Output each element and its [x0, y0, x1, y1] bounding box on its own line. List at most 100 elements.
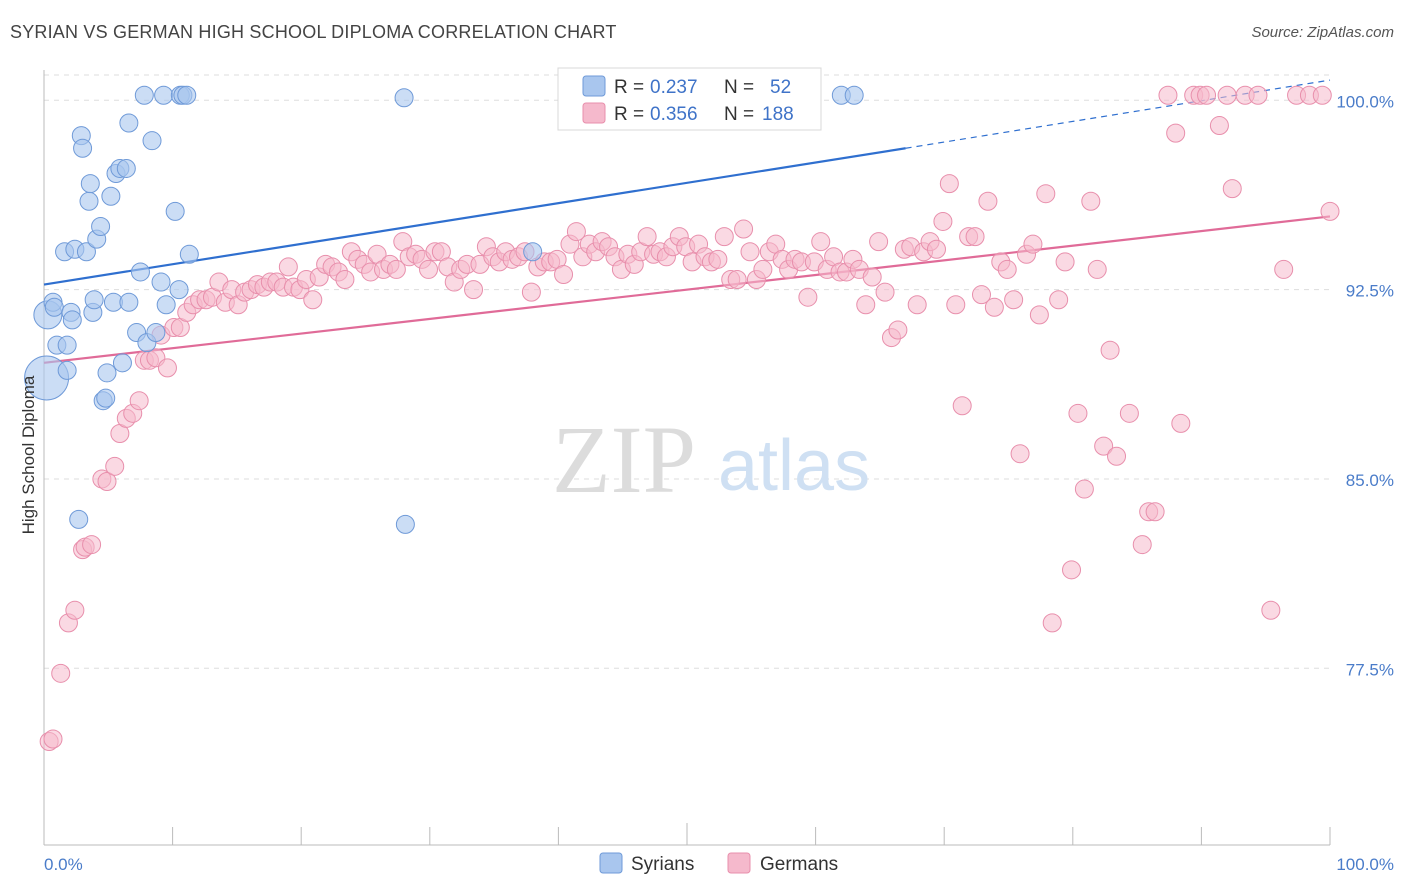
german-point-119 — [798, 287, 818, 307]
legend-german-r-label: R = — [614, 104, 644, 125]
german-point-160 — [1062, 560, 1082, 580]
german-point-148 — [984, 297, 1004, 317]
german-point-19 — [157, 358, 177, 378]
german-point-108 — [727, 270, 747, 290]
syrian-point-11 — [69, 509, 89, 529]
y-tick-label-2: 85.0% — [1346, 471, 1394, 490]
syrian-point-46 — [179, 244, 199, 264]
bottom-legend-swatch-syrians — [599, 852, 623, 874]
syrian-point-13 — [73, 138, 93, 158]
legend-syrian-r-label: R = — [614, 77, 644, 98]
german-point-14 — [129, 391, 149, 411]
german-point-81 — [554, 264, 574, 284]
x-tick-label-max: 100.0% — [1336, 855, 1394, 874]
bottom-legend-germans: Germans — [760, 854, 838, 875]
german-point-182 — [1248, 85, 1268, 105]
german-point-146 — [971, 285, 991, 305]
legend-syrian-n-value: 52 — [770, 77, 791, 98]
german-point-162 — [1074, 479, 1094, 499]
german-point-152 — [1010, 444, 1030, 464]
axes — [43, 70, 1331, 846]
german-point-9 — [97, 471, 117, 491]
german-point-131 — [875, 282, 895, 302]
syrian-trend-line-extension — [905, 79, 1331, 149]
german-point-140 — [933, 211, 953, 231]
syrian-point-45 — [177, 85, 197, 105]
german-point-150 — [997, 259, 1017, 279]
syrian-point-49 — [523, 242, 543, 262]
german-point-139 — [926, 239, 946, 259]
german-trend-line — [43, 215, 1331, 364]
german-point-172 — [1158, 85, 1178, 105]
german-point-128 — [856, 295, 876, 315]
german-point-109 — [734, 219, 754, 239]
german-point-158 — [1049, 290, 1069, 310]
german-point-76 — [521, 282, 541, 302]
legend-syrian-n-label: N = — [724, 77, 754, 98]
german-point-130 — [869, 232, 889, 252]
german-point-161 — [1068, 403, 1088, 423]
legend-swatch-syrian — [582, 75, 606, 97]
syrian-point-24 — [101, 186, 121, 206]
german-point-151 — [1004, 290, 1024, 310]
y-axis-label: High School Diploma — [19, 375, 38, 534]
syrian-point-28 — [112, 353, 132, 373]
legend-swatch-german — [582, 102, 606, 124]
legend-german-n-value: 188 — [762, 104, 794, 125]
german-point-143 — [952, 396, 972, 416]
german-point-163 — [1081, 191, 1101, 211]
correlation-legend: R = 0.237 N = 52 R = 0.356 N = 188 — [557, 67, 822, 131]
german-point-141 — [939, 174, 959, 194]
german-point-105 — [708, 249, 728, 269]
german-point-106 — [714, 227, 734, 247]
german-point-179 — [1217, 85, 1237, 105]
german-point-2 — [51, 663, 71, 683]
chart-title: SYRIAN VS GERMAN HIGH SCHOOL DIPLOMA COR… — [10, 22, 617, 42]
german-point-136 — [907, 295, 927, 315]
syrian-point-7 — [57, 360, 77, 380]
german-point-60 — [419, 259, 439, 279]
syrian-point-20 — [91, 217, 111, 237]
german-point-55 — [386, 259, 406, 279]
syrian-point-16 — [80, 174, 100, 194]
german-point-168 — [1119, 403, 1139, 423]
y-tick-label-3: 77.5% — [1346, 660, 1394, 679]
german-point-7 — [82, 535, 102, 555]
german-point-47 — [335, 270, 355, 290]
german-point-157 — [1042, 613, 1062, 633]
german-point-174 — [1171, 413, 1191, 433]
german-point-166 — [1100, 340, 1120, 360]
grid-lines — [44, 74, 1330, 669]
syrian-point-3 — [44, 297, 64, 317]
german-point-169 — [1132, 535, 1152, 555]
source-label: Source: ZipAtlas.com — [1251, 24, 1394, 41]
german-point-178 — [1209, 116, 1229, 136]
syrian-point-48 — [395, 514, 415, 534]
german-point-121 — [811, 232, 831, 252]
watermark-atlas: atlas — [718, 426, 870, 506]
german-point-165 — [1094, 436, 1114, 456]
syrian-point-22 — [96, 388, 116, 408]
german-point-1 — [43, 729, 63, 749]
watermark: ZIP atlas — [552, 406, 870, 513]
german-point-142 — [946, 295, 966, 315]
german-point-4 — [65, 600, 85, 620]
syrian-points — [24, 85, 864, 534]
german-point-112 — [753, 259, 773, 279]
legend-german-n-label: N = — [724, 104, 754, 125]
german-point-188 — [1320, 201, 1340, 221]
german-point-145 — [965, 227, 985, 247]
german-point-180 — [1222, 179, 1242, 199]
german-point-171 — [1145, 502, 1165, 522]
syrian-point-51 — [844, 85, 864, 105]
syrian-point-33 — [130, 262, 150, 282]
bottom-legend-syrians: Syrians — [631, 854, 694, 875]
german-point-129 — [862, 267, 882, 287]
syrian-point-23 — [97, 363, 117, 383]
syrian-point-6 — [57, 335, 77, 355]
x-tick-label-min: 0.0% — [44, 855, 83, 874]
syrian-point-37 — [146, 323, 166, 343]
german-point-110 — [740, 242, 760, 262]
german-point-177 — [1197, 85, 1217, 105]
syrian-point-30 — [119, 113, 139, 133]
